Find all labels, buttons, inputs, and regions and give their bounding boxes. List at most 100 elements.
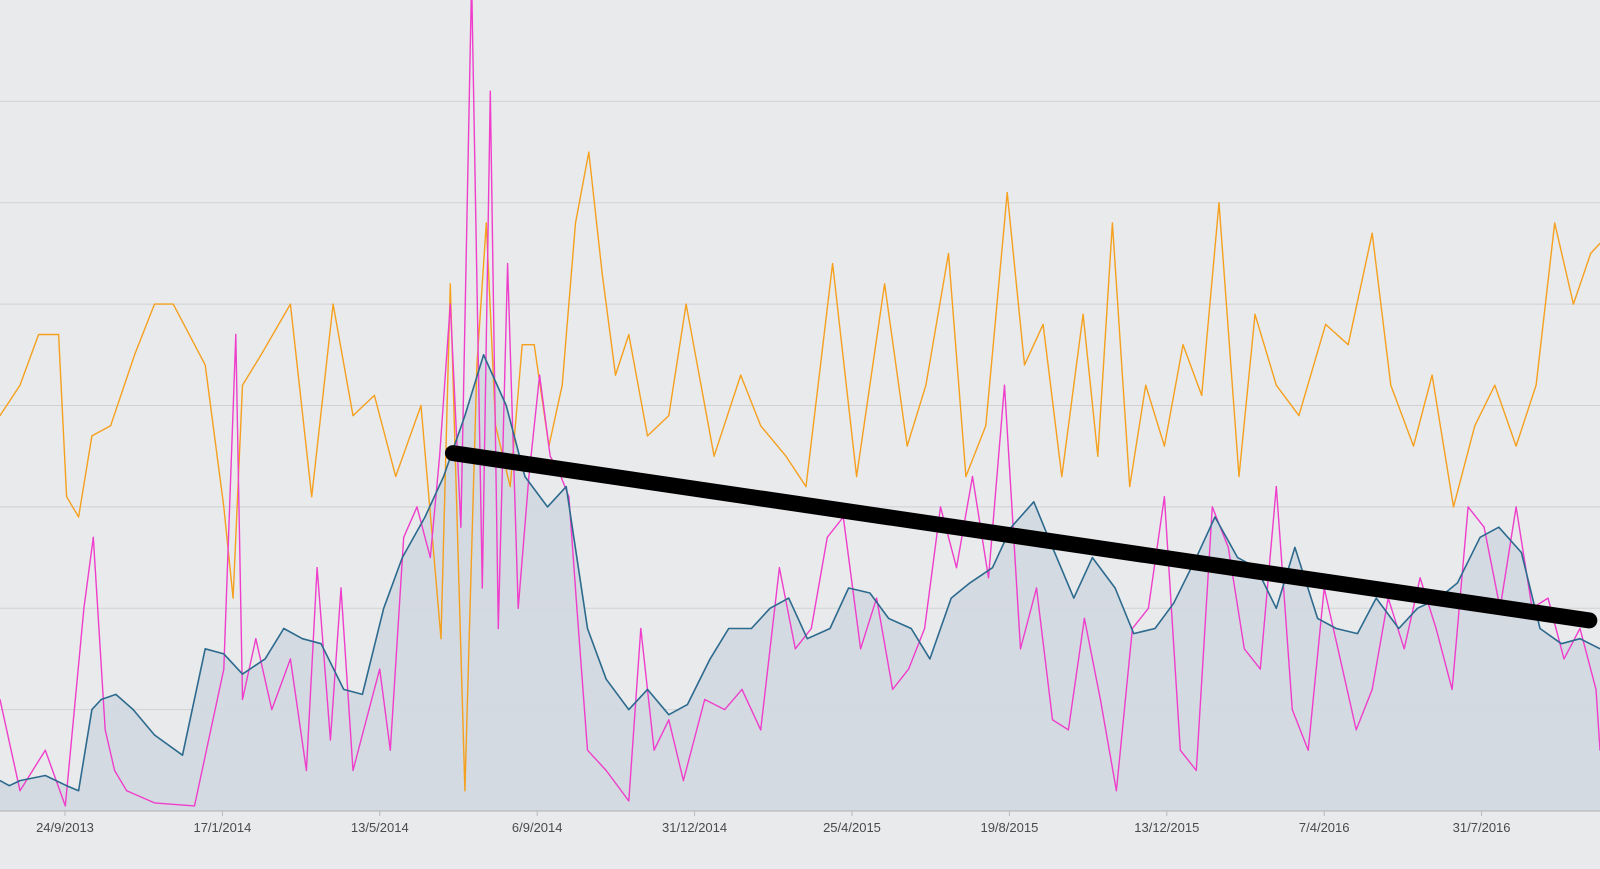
data-point-orange: [172, 303, 174, 305]
data-point-magenta: [1419, 577, 1421, 579]
data-point-magenta: [1243, 648, 1245, 650]
data-point-blue: [383, 607, 385, 609]
data-point-magenta: [907, 668, 910, 670]
x-tick-label: 31/12/2014: [662, 820, 727, 835]
data-point-magenta: [0, 698, 1, 701]
data-point-blue: [869, 592, 871, 594]
data-point-magenta: [778, 567, 780, 569]
data-point-orange: [66, 496, 68, 498]
data-point-magenta: [794, 648, 796, 650]
data-point-magenta: [481, 587, 483, 589]
data-point-magenta: [1579, 627, 1581, 630]
data-point-blue: [241, 673, 244, 675]
data-point-magenta: [987, 577, 990, 579]
data-point-magenta: [439, 455, 441, 457]
data-point-orange: [883, 283, 886, 285]
data-point-orange: [1412, 445, 1415, 447]
data-point-magenta: [971, 475, 974, 478]
data-point-magenta: [826, 536, 828, 538]
data-point-orange: [1097, 455, 1099, 457]
data-point-blue: [1133, 632, 1135, 635]
data-point-orange: [109, 425, 112, 427]
x-tick-label: 13/5/2014: [351, 820, 409, 835]
data-point-orange: [19, 384, 21, 386]
data-point-blue: [204, 648, 206, 650]
data-point-blue: [132, 709, 134, 711]
x-tick-label: 6/9/2014: [512, 820, 563, 835]
data-point-magenta: [497, 627, 499, 630]
data-point-blue: [100, 698, 102, 701]
data-point-blue: [1154, 627, 1156, 630]
data-point-blue: [66, 785, 68, 787]
data-point-orange: [1238, 475, 1240, 478]
trend-line: [444, 445, 1598, 629]
data-point-magenta: [403, 536, 405, 538]
data-point-blue: [1579, 638, 1581, 640]
data-point-magenta: [682, 779, 685, 782]
series-line-blue: [0, 354, 1600, 792]
data-point-magenta: [640, 627, 642, 630]
data-point-orange: [947, 252, 950, 255]
data-point-magenta: [489, 90, 491, 92]
data-point-blue: [887, 617, 890, 619]
data-point-blue: [686, 703, 689, 706]
data-point-orange: [1254, 313, 1256, 315]
data-point-blue: [628, 709, 630, 711]
data-point-magenta: [1483, 526, 1485, 528]
data-point-orange: [91, 435, 93, 437]
x-tick-label: 17/1/2014: [193, 820, 251, 835]
data-point-magenta: [235, 333, 237, 336]
data-point-orange: [1590, 252, 1592, 255]
data-point-magenta: [241, 698, 244, 701]
data-point-blue: [769, 607, 771, 609]
data-point-magenta: [1195, 769, 1197, 772]
data-point-blue: [464, 415, 466, 417]
data-point-orange: [588, 151, 590, 153]
data-point-magenta: [449, 303, 451, 305]
data-point-orange: [1494, 384, 1496, 386]
data-point-orange: [760, 425, 762, 427]
data-point-orange: [521, 344, 523, 346]
data-point-orange: [476, 364, 478, 366]
data-point-magenta: [305, 769, 308, 772]
data-point-orange: [668, 415, 670, 417]
data-point-orange: [713, 455, 715, 457]
data-point-magenta: [125, 790, 128, 792]
data-point-blue: [1560, 643, 1562, 645]
data-point-blue: [1114, 587, 1116, 589]
data-point-magenta: [352, 769, 354, 772]
data-point-blue: [1335, 627, 1337, 630]
data-point-magenta: [1067, 729, 1070, 731]
data-point-blue: [586, 627, 589, 630]
data-point-blue: [1316, 617, 1319, 619]
x-tick-label: 7/4/2016: [1299, 820, 1350, 835]
data-point-blue: [0, 779, 1, 782]
data-point-orange: [509, 486, 511, 488]
data-point-magenta: [193, 805, 196, 807]
data-point-blue: [1375, 597, 1377, 599]
data-point-magenta: [517, 607, 519, 609]
data-point-magenta: [83, 607, 85, 609]
x-tick-label: 24/9/2013: [36, 820, 94, 835]
data-point-orange: [1535, 384, 1537, 386]
data-point-magenta: [64, 805, 66, 807]
data-point-magenta: [1227, 546, 1229, 549]
data-point-magenta: [724, 709, 726, 711]
data-point-magenta: [576, 607, 578, 609]
data-point-orange: [1452, 506, 1455, 508]
data-point-magenta: [1211, 506, 1213, 508]
data-point-orange: [485, 222, 487, 224]
data-point-blue: [1539, 627, 1541, 630]
data-point-blue: [181, 754, 184, 756]
data-point-blue: [929, 658, 931, 660]
data-point-orange: [1218, 202, 1220, 204]
data-point-orange: [785, 455, 787, 457]
data-point-orange: [232, 597, 234, 599]
data-point-magenta: [1403, 648, 1405, 650]
data-point-magenta: [92, 536, 94, 538]
data-point-blue: [1416, 607, 1419, 609]
data-point-orange: [1554, 222, 1556, 224]
data-point-orange: [1324, 323, 1327, 325]
data-point-magenta: [1451, 688, 1453, 690]
